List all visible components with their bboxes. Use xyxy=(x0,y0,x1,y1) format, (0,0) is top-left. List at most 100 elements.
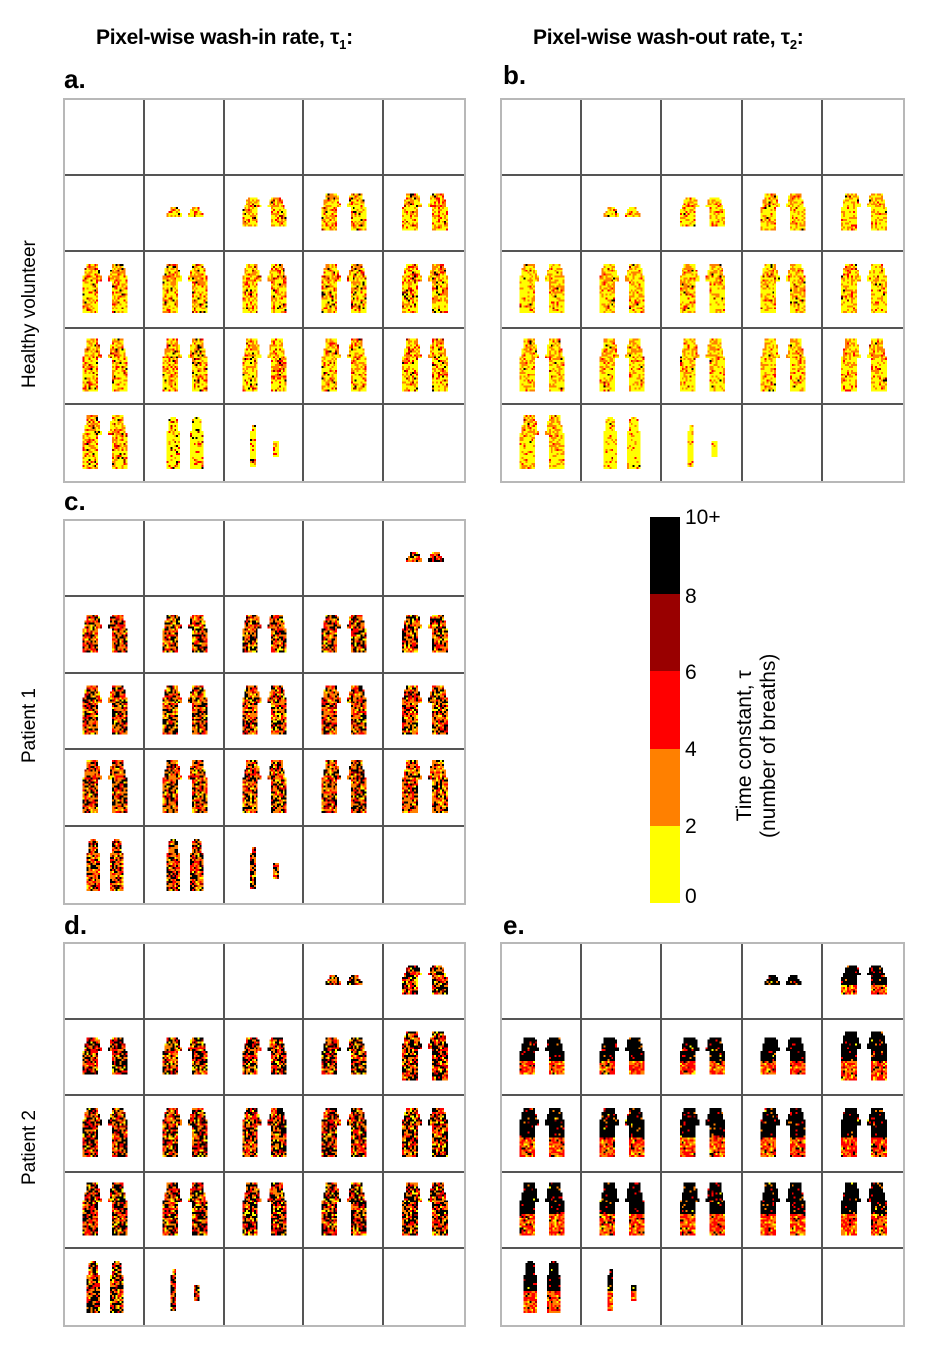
colorbar-tick-6: 6 xyxy=(685,661,697,684)
slice-map xyxy=(582,1172,661,1247)
slice-map xyxy=(384,1020,464,1095)
slice-map xyxy=(65,1020,143,1095)
slice-map xyxy=(224,673,303,749)
slice-map xyxy=(144,252,223,327)
slice-cell xyxy=(582,1172,663,1249)
slice-cell xyxy=(822,1096,903,1173)
slice-map xyxy=(502,1172,581,1247)
slice-map xyxy=(822,328,903,403)
slice-map xyxy=(304,673,383,749)
slice-cell xyxy=(384,944,464,1021)
slice-map xyxy=(224,826,303,903)
slice-cell xyxy=(304,100,385,177)
slice-cell xyxy=(662,252,743,329)
slice-map xyxy=(582,252,661,327)
slice-cell xyxy=(502,1096,583,1173)
slice-map xyxy=(384,521,464,596)
colorbar-bin-0-2 xyxy=(650,825,680,904)
colorbar-bin-4-6 xyxy=(650,671,680,749)
slice-cell xyxy=(822,328,903,405)
slice-cell xyxy=(582,1020,663,1097)
slice-cell xyxy=(582,1096,663,1173)
slice-cell xyxy=(822,944,903,1021)
panel-label-c: c. xyxy=(64,486,86,516)
panel-label-a: a. xyxy=(64,64,86,94)
slice-map xyxy=(582,176,661,251)
slice-cell xyxy=(224,673,305,751)
slice-map xyxy=(582,1096,661,1171)
slice-cell xyxy=(304,521,385,598)
slice-map xyxy=(384,176,464,251)
slice-map xyxy=(742,252,821,327)
slice-cell xyxy=(224,252,305,329)
slice-cell xyxy=(822,1020,903,1097)
slice-map xyxy=(144,1248,223,1325)
slice-cell xyxy=(743,404,823,481)
slice-map xyxy=(384,750,464,825)
slice-map xyxy=(304,176,383,251)
slice-map xyxy=(582,404,661,481)
slice-cell xyxy=(304,404,385,481)
slice-cell xyxy=(582,176,663,253)
slice-cell xyxy=(822,1172,903,1249)
slice-map xyxy=(582,328,661,403)
slice-cell xyxy=(65,176,145,253)
slice-map xyxy=(304,597,383,672)
slice-map xyxy=(742,1096,821,1171)
slice-cell xyxy=(742,1172,823,1249)
slice-cell xyxy=(582,944,663,1021)
slice-map xyxy=(822,944,903,1019)
slice-cell xyxy=(224,404,305,481)
slice-cell xyxy=(65,328,145,405)
panel-c-grid xyxy=(63,519,466,905)
slice-map xyxy=(224,328,303,403)
slice-cell xyxy=(662,944,743,1021)
slice-map xyxy=(65,673,143,749)
slice-map xyxy=(144,404,223,481)
slice-cell xyxy=(384,1020,464,1097)
slice-cell xyxy=(823,1249,903,1325)
slice-map xyxy=(662,328,741,403)
slice-cell xyxy=(384,176,464,253)
slice-cell xyxy=(144,1020,225,1097)
slice-map xyxy=(742,176,821,251)
slice-map xyxy=(742,1172,821,1247)
slice-map xyxy=(502,252,581,327)
slice-map xyxy=(65,597,143,672)
slice-cell xyxy=(662,1020,743,1097)
slice-cell xyxy=(822,100,903,177)
slice-map xyxy=(662,1172,741,1247)
slice-cell xyxy=(822,176,903,253)
slice-cell xyxy=(224,750,305,827)
slice-cell xyxy=(823,405,903,481)
slice-map xyxy=(65,404,143,481)
slice-map xyxy=(822,1020,903,1095)
slice-cell xyxy=(384,1249,464,1325)
slice-cell xyxy=(144,328,225,405)
slice-cell xyxy=(65,944,145,1021)
slice-map xyxy=(224,176,303,251)
slice-cell xyxy=(502,1248,583,1325)
slice-map xyxy=(384,1172,464,1247)
slice-cell xyxy=(65,826,145,903)
column-title-wash-in: Pixel-wise wash-in rate, τ1: xyxy=(96,26,353,53)
slice-cell xyxy=(144,1096,225,1173)
slice-cell xyxy=(384,405,464,481)
row-label-patient-2: Patient 2 xyxy=(19,1110,40,1185)
slice-cell xyxy=(304,1096,385,1173)
slice-cell xyxy=(65,521,145,598)
panel-label-b: b. xyxy=(503,60,527,90)
slice-map xyxy=(502,1248,581,1325)
slice-cell xyxy=(662,404,743,481)
slice-map xyxy=(384,252,464,327)
slice-cell xyxy=(224,597,305,674)
slice-cell xyxy=(224,826,305,903)
slice-map xyxy=(384,1096,464,1171)
slice-map xyxy=(502,328,581,403)
slice-cell xyxy=(582,252,663,329)
slice-map xyxy=(224,1096,303,1171)
slice-map xyxy=(304,750,383,825)
slice-cell xyxy=(662,1248,743,1325)
slice-cell xyxy=(502,1020,583,1097)
slice-cell xyxy=(224,1096,305,1173)
